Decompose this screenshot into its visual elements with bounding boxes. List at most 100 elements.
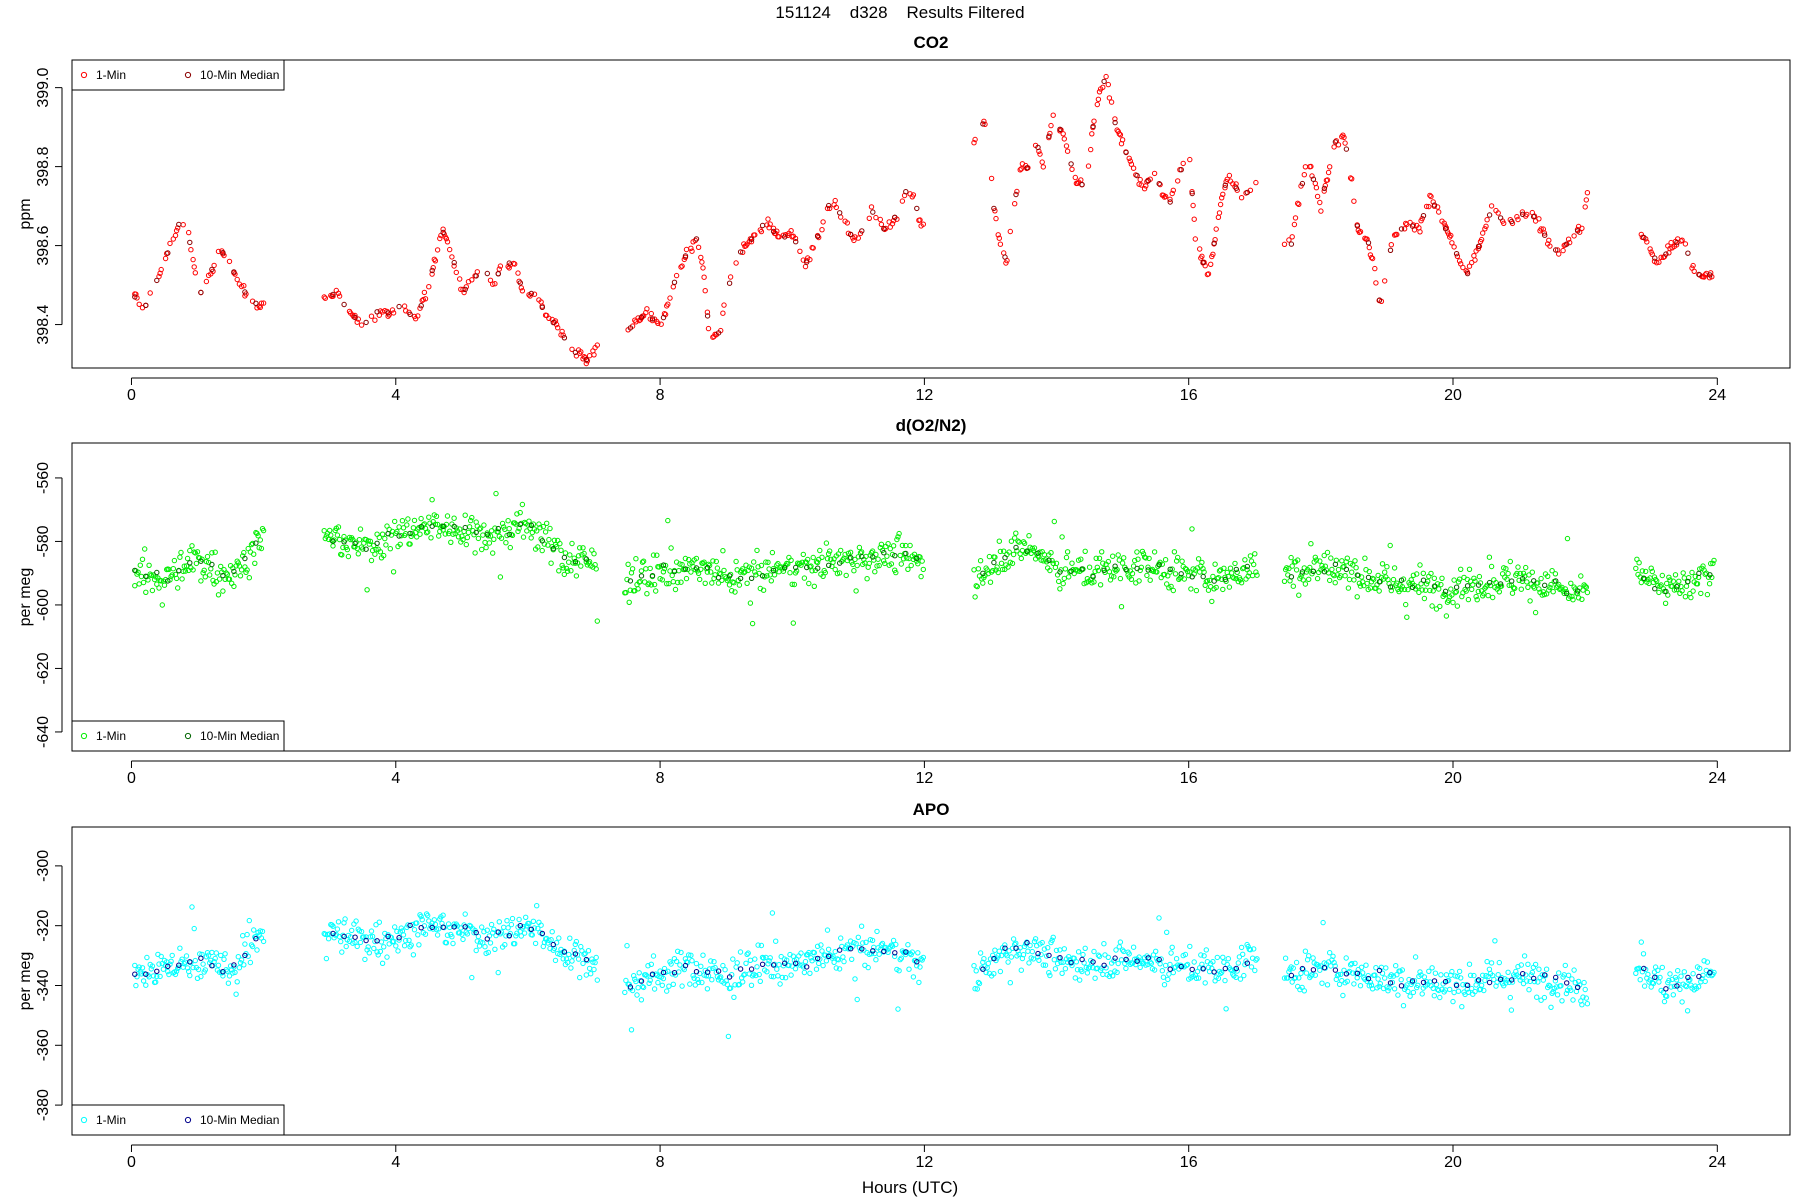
point-1min — [855, 554, 861, 560]
point-median — [1123, 956, 1129, 963]
point-1min — [971, 140, 977, 146]
point-1min — [874, 563, 880, 569]
legend-marker — [80, 1116, 88, 1124]
point-1min — [1161, 571, 1168, 578]
point-1min — [1469, 985, 1475, 992]
point-1min — [905, 566, 911, 572]
point-1min — [593, 566, 599, 572]
point-1min — [1547, 243, 1553, 249]
point-median — [870, 209, 876, 215]
point-1min — [1490, 594, 1496, 601]
point-1min — [1636, 560, 1642, 566]
point-1min — [868, 951, 875, 957]
point-1min — [758, 228, 765, 235]
point-median — [1189, 574, 1195, 580]
point-1min — [377, 948, 384, 955]
point-1min — [187, 547, 193, 554]
point-median — [143, 971, 149, 977]
point-1min — [1309, 173, 1315, 179]
point-1min — [1057, 586, 1063, 592]
point-1min — [406, 937, 412, 943]
point-1min — [1562, 962, 1569, 969]
point-1min — [175, 225, 181, 231]
point-1min — [889, 221, 896, 227]
point-1min — [225, 980, 232, 986]
point-1min — [1253, 179, 1259, 186]
point-1min — [251, 551, 257, 557]
point-1min — [1357, 583, 1364, 589]
point-1min — [1332, 580, 1338, 586]
point-1min — [1373, 585, 1379, 591]
point-1min — [1290, 965, 1297, 971]
point-1min — [173, 575, 180, 582]
point-1min — [448, 539, 454, 545]
point-1min — [1465, 596, 1472, 603]
point-1min — [1216, 568, 1223, 574]
point-1min — [639, 983, 646, 990]
point-1min — [1002, 942, 1008, 948]
point-1min — [1438, 581, 1444, 588]
point-1min — [1679, 999, 1685, 1005]
plot-frame — [71, 826, 1791, 1136]
point-1min — [1313, 557, 1320, 563]
point-1min — [824, 556, 831, 562]
point-1min — [814, 943, 821, 949]
point-1min — [890, 543, 897, 549]
point-1min — [464, 931, 471, 937]
point-1min — [1529, 569, 1536, 575]
point-median — [473, 273, 479, 279]
point-1min — [676, 969, 682, 975]
point-1min — [140, 579, 147, 586]
point-1min — [520, 923, 527, 930]
point-1min — [1351, 577, 1357, 583]
point-1min — [897, 956, 903, 963]
point-1min — [1292, 215, 1299, 221]
point-1min — [411, 517, 418, 524]
point-1min — [1666, 574, 1672, 580]
point-median — [1222, 965, 1229, 972]
point-1min — [1080, 951, 1086, 958]
point-1min — [477, 525, 484, 531]
point-1min — [1690, 262, 1696, 269]
point-median — [220, 250, 226, 256]
point-1min — [811, 950, 817, 956]
point-1min — [1567, 239, 1573, 246]
point-median — [693, 236, 700, 242]
point-1min — [392, 518, 398, 525]
point-1min — [667, 295, 673, 301]
point-1min — [237, 573, 244, 579]
point-median — [1079, 181, 1085, 188]
point-1min — [352, 312, 358, 319]
point-1min — [330, 293, 336, 299]
point-median — [1112, 955, 1118, 961]
point-median — [1707, 969, 1713, 976]
point-1min — [1679, 237, 1685, 243]
point-1min — [1638, 939, 1645, 945]
point-1min — [132, 583, 138, 589]
point-median — [176, 568, 182, 574]
point-1min — [260, 527, 267, 534]
point-1min — [765, 559, 771, 565]
point-1min — [143, 982, 149, 988]
point-1min — [430, 265, 436, 271]
point-1min — [191, 264, 197, 270]
point-median — [1464, 270, 1471, 277]
legend-label: 10-Min Median — [200, 68, 279, 82]
point-median — [826, 953, 832, 959]
point-1min — [321, 528, 327, 534]
point-1min — [689, 248, 695, 254]
point-1min — [1565, 972, 1572, 978]
point-1min — [1335, 972, 1342, 978]
point-median — [209, 561, 215, 568]
point-1min — [1009, 560, 1016, 567]
x-tick-label: 16 — [1180, 770, 1198, 787]
point-1min — [675, 948, 681, 954]
point-1min — [644, 306, 650, 312]
point-1min — [1427, 587, 1433, 594]
point-1min — [644, 973, 650, 979]
point-1min — [415, 932, 421, 938]
point-1min — [676, 568, 682, 574]
point-median — [1387, 980, 1394, 986]
point-1min — [725, 1033, 732, 1040]
point-1min — [844, 220, 850, 226]
